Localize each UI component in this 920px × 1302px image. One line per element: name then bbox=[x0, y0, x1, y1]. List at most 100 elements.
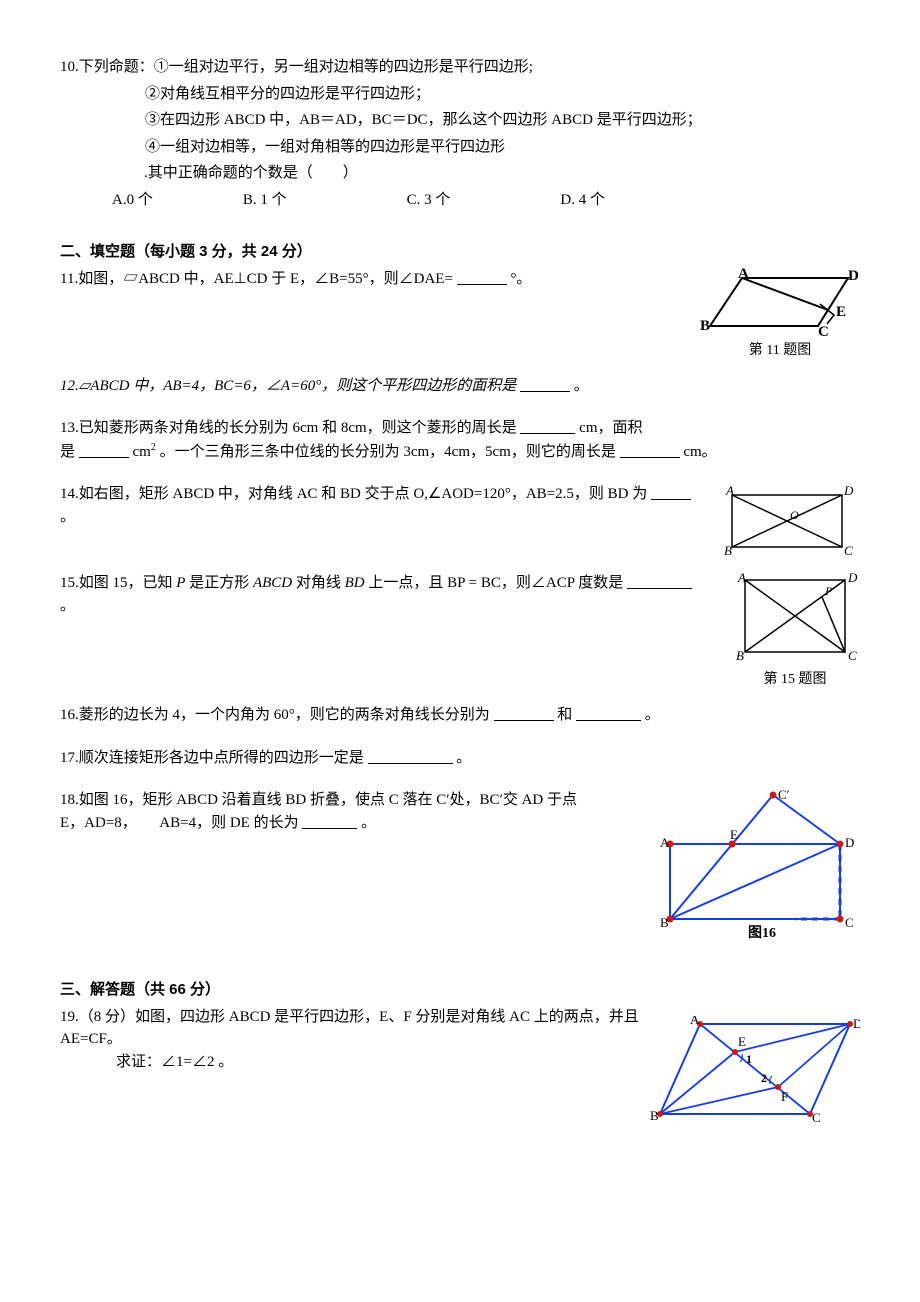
q11-caption: 第 11 题图 bbox=[700, 340, 860, 361]
q18-figure: A D B C C′ E 图16 bbox=[660, 789, 860, 939]
q17-a: 17.顺次连接矩形各边中点所得的四边形一定是 bbox=[60, 750, 364, 766]
q13-a: 13.已知菱形两条对角线的长分别为 6cm 和 8cm，则这个菱形的周长是 bbox=[60, 420, 517, 436]
q17-b: 。 bbox=[456, 750, 471, 766]
q19-a: 19.（8 分）如图，四边形 ABCD 是平行四边形，E、F 分别是对角线 AC… bbox=[60, 1006, 642, 1051]
q15-abcd: ABCD bbox=[253, 575, 292, 591]
q11-figure: A D B C E 第 11 题图 bbox=[700, 268, 860, 361]
q17-blank bbox=[368, 763, 453, 764]
q14-blank bbox=[651, 499, 691, 500]
q16-blank2 bbox=[576, 720, 641, 721]
q12-text-a: 12.▱ABCD 中，AB=4，BC=6，∠A=60°，则这个平形四边形的面积是 bbox=[60, 378, 516, 394]
question-12: 12.▱ABCD 中，AB=4，BC=6，∠A=60°，则这个平形四边形的面积是… bbox=[60, 375, 860, 398]
svg-text:B: B bbox=[724, 543, 732, 558]
q16-blank1 bbox=[494, 720, 554, 721]
q10-opt-c: C. 3 个 bbox=[407, 189, 451, 212]
q13-d: cm bbox=[133, 444, 151, 460]
svg-text:D: D bbox=[847, 572, 858, 585]
q18-blank bbox=[302, 828, 357, 829]
svg-text:E: E bbox=[730, 827, 738, 842]
q15-b: 是正方形 bbox=[185, 575, 253, 591]
question-15: 15.如图 15，已知 P 是正方形 ABCD 对角线 BD 上一点，且 BP … bbox=[60, 572, 860, 690]
fold-rectangle-icon: A D B C C′ E 图16 bbox=[660, 789, 860, 939]
parallelogram-ef-icon: A D B C E F 1 2 bbox=[650, 1016, 860, 1126]
q13-b: cm，面积 bbox=[579, 420, 642, 436]
q10-stem: 10.下列命题：①一组对边平行，另一组对边相等的四边形是平行四边形; bbox=[60, 56, 860, 79]
q16-c: 。 bbox=[645, 707, 660, 723]
q16-b: 和 bbox=[557, 707, 572, 723]
q18-b: E，AD=8， AB=4，则 DE 的长为 bbox=[60, 815, 299, 831]
q16-a: 16.菱形的边长为 4，一个内角为 60°，则它的两条对角线长分别为 bbox=[60, 707, 490, 723]
q14-figure: A D B C O bbox=[720, 483, 860, 558]
svg-text:2: 2 bbox=[761, 1071, 767, 1085]
q11-text-b: °。 bbox=[510, 271, 531, 287]
q15-c: 对角线 bbox=[292, 575, 345, 591]
q10-p4: ④一组对边相等，一组对角相等的四边形是平行四边形 bbox=[145, 136, 860, 159]
q15-caption: 第 15 题图 bbox=[730, 669, 860, 690]
q13-blank2 bbox=[79, 457, 129, 458]
rectangle-diagonals-icon: A D B C O bbox=[720, 483, 860, 558]
svg-text:图16: 图16 bbox=[748, 925, 776, 939]
q15-blank bbox=[627, 588, 692, 589]
q19-b: 求证：∠1=∠2 。 bbox=[116, 1051, 642, 1074]
svg-text:E: E bbox=[738, 1034, 746, 1049]
q13-sup: 2 bbox=[151, 442, 156, 453]
svg-text:D: D bbox=[848, 268, 859, 284]
svg-text:P: P bbox=[824, 584, 833, 598]
section-3-header: 三、解答题（共 66 分） bbox=[60, 979, 860, 1002]
q10-p3: ③在四边形 ABCD 中，AB＝AD，BC＝DC，那么这个四边形 ABCD 是平… bbox=[145, 109, 860, 132]
question-19: 19.（8 分）如图，四边形 ABCD 是平行四边形，E、F 分别是对角线 AC… bbox=[60, 1006, 860, 1126]
q18-a: 18.如图 16，矩形 ABCD 沿着直线 BD 折叠，使点 C 落在 C′处，… bbox=[60, 792, 577, 808]
q15-a: 15.如图 15，已知 bbox=[60, 575, 176, 591]
question-13: 13.已知菱形两条对角线的长分别为 6cm 和 8cm，则这个菱形的周长是 cm… bbox=[60, 417, 860, 463]
q10-opt-b: B. 1 个 bbox=[243, 189, 287, 212]
question-14: 14.如右图，矩形 ABCD 中，对角线 AC 和 BD 交于点 O,∠AOD=… bbox=[60, 483, 860, 558]
q10-p2: ②对角线互相平分的四边形是平行四边形； bbox=[145, 83, 860, 106]
q15-e: 。 bbox=[60, 598, 75, 614]
svg-text:A: A bbox=[737, 572, 746, 585]
question-16: 16.菱形的边长为 4，一个内角为 60°，则它的两条对角线长分别为 和 。 bbox=[60, 704, 860, 727]
svg-text:A: A bbox=[690, 1016, 700, 1027]
q10-opt-d: D. 4 个 bbox=[560, 189, 605, 212]
svg-text:C: C bbox=[818, 324, 829, 338]
question-10: 10.下列命题：①一组对边平行，另一组对边相等的四边形是平行四边形; ②对角线互… bbox=[60, 56, 860, 211]
q12-text-b: 。 bbox=[574, 378, 589, 394]
q10-p5: .其中正确命题的个数是（ ） bbox=[144, 162, 860, 185]
q10-options: A.0 个 B. 1 个 C. 3 个 D. 4 个 bbox=[60, 189, 860, 212]
svg-text:F: F bbox=[781, 1089, 788, 1104]
question-11: 11.如图，▱ABCD 中，AE⊥CD 于 E，∠B=55°，则∠DAE= °。… bbox=[60, 268, 860, 361]
q19-figure: A D B C E F 1 2 bbox=[650, 1016, 860, 1126]
q13-blank1 bbox=[520, 433, 575, 434]
square-diagonals-icon: A D B C P bbox=[730, 572, 860, 667]
q11-text-a: 11.如图，▱ABCD 中，AE⊥CD 于 E，∠B=55°，则∠DAE= bbox=[60, 271, 453, 287]
q15-bd: BD bbox=[345, 575, 365, 591]
q14-a: 14.如右图，矩形 ABCD 中，对角线 AC 和 BD 交于点 O,∠AOD=… bbox=[60, 486, 647, 502]
svg-text:C′: C′ bbox=[778, 789, 790, 802]
svg-text:C: C bbox=[848, 648, 857, 663]
q13-f: cm。 bbox=[683, 444, 716, 460]
q13-e: 。一个三角形三条中位线的长分别为 3cm，4cm，5cm，则它的周长是 bbox=[160, 444, 616, 460]
q15-d: 上一点，且 BP = BC，则∠ACP 度数是 bbox=[365, 575, 624, 591]
q14-b: 。 bbox=[60, 509, 75, 525]
parallelogram-icon: A D B C E bbox=[700, 268, 860, 338]
svg-text:C: C bbox=[844, 543, 853, 558]
svg-text:B: B bbox=[650, 1108, 659, 1123]
svg-text:A: A bbox=[738, 268, 749, 282]
svg-text:A: A bbox=[725, 483, 734, 498]
q15-figure: A D B C P 第 15 题图 bbox=[730, 572, 860, 690]
svg-text:B: B bbox=[736, 648, 744, 663]
svg-text:B: B bbox=[700, 318, 710, 334]
svg-text:D: D bbox=[845, 835, 854, 850]
q10-opt-a: A.0 个 bbox=[112, 189, 153, 212]
q12-blank bbox=[520, 391, 570, 392]
svg-text:1: 1 bbox=[746, 1052, 752, 1066]
svg-text:B: B bbox=[660, 915, 669, 930]
svg-text:A: A bbox=[660, 835, 670, 850]
q18-c: 。 bbox=[361, 815, 376, 831]
section-2-header: 二、填空题（每小题 3 分，共 24 分） bbox=[60, 241, 860, 264]
svg-text:D: D bbox=[843, 483, 854, 498]
q13-blank3 bbox=[620, 457, 680, 458]
q13-c: 是 bbox=[60, 444, 75, 460]
svg-text:D: D bbox=[853, 1016, 860, 1031]
svg-text:C: C bbox=[845, 915, 854, 930]
svg-text:O: O bbox=[790, 508, 799, 522]
